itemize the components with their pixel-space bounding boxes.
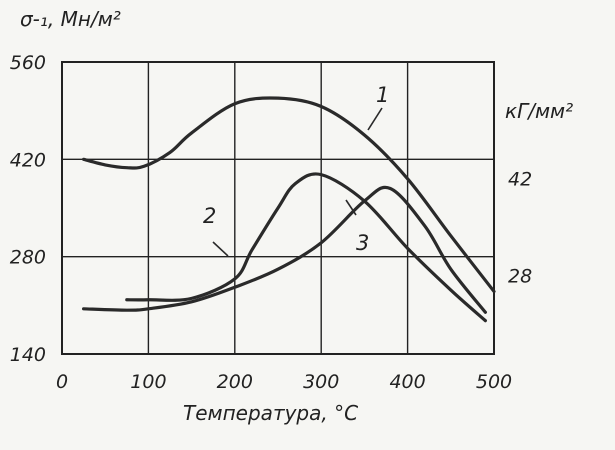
tick-layer: 0 100 200 300 400 500 560 420 280 140 42 28 — [10, 52, 532, 393]
curve-layer — [82, 96, 496, 323]
y-tick-label-right: 28 — [508, 266, 532, 288]
curve-label-3: 3 — [356, 231, 369, 255]
curve-label-2: 2 — [203, 204, 216, 228]
series-line-2 — [125, 172, 487, 323]
x-axis-label: Температура, °С — [183, 401, 358, 425]
series-line-1 — [82, 96, 496, 294]
curve-leader-1 — [367, 107, 383, 131]
curve-leader-2 — [212, 241, 229, 257]
x-tick-label: 100 — [130, 371, 166, 393]
plot-frame — [61, 61, 495, 355]
x-tick-label: 0 — [56, 371, 68, 393]
curve-label-1: 1 — [376, 83, 389, 107]
x-tick-label: 200 — [217, 371, 253, 393]
series-line-3 — [82, 185, 487, 314]
y-axis-label: σ-₁, Мн/м² — [20, 7, 121, 31]
x-tick-label: 400 — [389, 371, 425, 393]
curve-label-layer: 1 2 3 — [203, 83, 389, 257]
x-tick-label: 500 — [476, 371, 512, 393]
grid-layer — [62, 62, 494, 354]
curve-leader-3 — [345, 199, 357, 216]
y-axis-label-right: кГ/мм² — [505, 99, 573, 123]
y-tick-label: 420 — [10, 149, 46, 171]
y-tick-label-right: 42 — [508, 168, 532, 190]
y-tick-label: 280 — [10, 247, 46, 269]
y-tick-label: 140 — [10, 344, 46, 366]
x-tick-label: 300 — [303, 371, 339, 393]
y-tick-label: 560 — [10, 52, 46, 74]
